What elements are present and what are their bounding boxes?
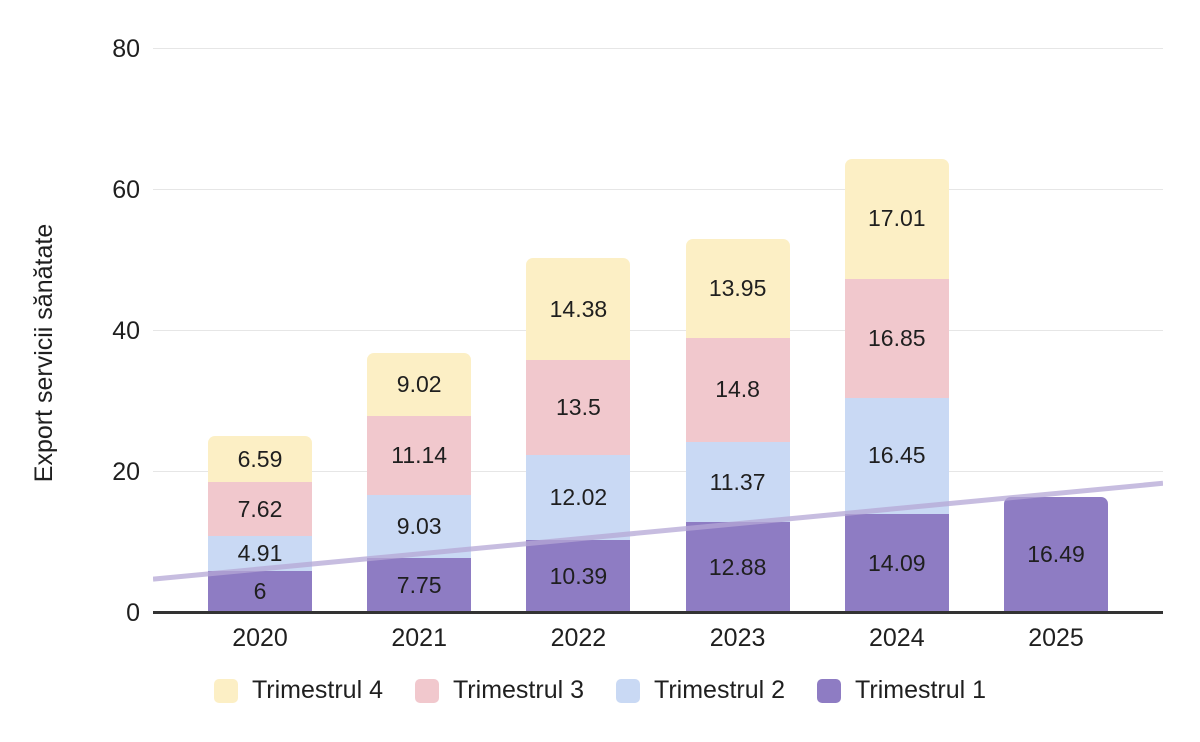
- bar-segment-2020-trimestrul-4[interactable]: 6.59: [208, 435, 312, 483]
- plot-area: 6 4.91 7.62 6.59 7.75 9.03 11.14 9.02 10.39 12.02…: [153, 48, 1163, 613]
- x-tick-2025: 2025: [1028, 624, 1084, 652]
- bar-segment-2023-trimestrul-1[interactable]: 12.88: [685, 522, 790, 613]
- bar-value-label: 4.91: [237, 539, 283, 566]
- bar-segment-2020-trimestrul-3[interactable]: 7.62: [208, 482, 312, 537]
- legend-label: Trimestrul 4: [251, 676, 383, 704]
- bar-2021: 7.75 9.03 11.14 9.02: [367, 352, 472, 613]
- bar-segment-2024-trimestrul-3[interactable]: 16.85: [844, 278, 949, 398]
- bar-value-label: 16.85: [868, 324, 926, 351]
- bar-value-label: 6.59: [237, 445, 283, 472]
- legend-swatch-icon: [414, 678, 439, 703]
- bar-value-label: 13.95: [708, 275, 767, 302]
- bar-segment-2025-trimestrul-1[interactable]: 16.49: [1004, 496, 1108, 613]
- bar-value-label: 14.8: [715, 376, 760, 403]
- legend-item-trimestrul-1: Trimestrul 1: [817, 676, 986, 705]
- legend-item-trimestrul-3: Trimestrul 3: [414, 676, 584, 705]
- bar-segment-2022-trimestrul-4[interactable]: 14.38: [526, 258, 631, 360]
- bar-segment-2024-trimestrul-4[interactable]: 17.01: [844, 159, 949, 279]
- bar-value-label: 7.62: [237, 495, 283, 522]
- y-tick-80: 80: [112, 35, 140, 63]
- bar-value-label: 6: [253, 578, 267, 605]
- y-tick-40: 40: [112, 317, 140, 345]
- x-axis-line: [153, 611, 1163, 614]
- bar-value-label: 12.88: [708, 554, 767, 581]
- bar-segment-2023-trimestrul-4[interactable]: 13.95: [685, 239, 790, 338]
- legend-swatch-icon: [817, 678, 842, 703]
- bar-2020: 6 4.91 7.62 6.59: [208, 435, 312, 613]
- gridline-80: [153, 48, 1163, 49]
- legend-item-trimestrul-2: Trimestrul 2: [616, 676, 785, 705]
- bar-segment-2022-trimestrul-3[interactable]: 13.5: [526, 359, 631, 456]
- gridline-40: [153, 330, 1163, 331]
- legend-label: Trimestrul 1: [855, 676, 987, 704]
- x-tick-2020: 2020: [232, 624, 288, 652]
- bar-value-label: 13.5: [556, 393, 601, 420]
- bar-segment-2021-trimestrul-3[interactable]: 11.14: [367, 416, 472, 495]
- bar-segment-2020-trimestrul-2[interactable]: 4.91: [208, 536, 312, 571]
- x-tick-2022: 2022: [550, 624, 607, 652]
- bar-2024: 14.09 16.45 16.85 17.01: [844, 159, 949, 613]
- bar-value-label: 10.39: [549, 562, 608, 589]
- bar-value-label: 12.02: [549, 483, 608, 510]
- y-axis-title-text: Export servicii sănătate: [30, 223, 58, 483]
- bar-value-label: 9.02: [396, 370, 442, 397]
- bar-segment-2022-trimestrul-2[interactable]: 12.02: [526, 455, 631, 540]
- legend: Trimestrul 4 Trimestrul 3 Trimestrul 2 Trim…: [0, 676, 1200, 705]
- bar-value-label: 14.38: [549, 295, 608, 322]
- bar-2025: 16.49: [1004, 496, 1108, 613]
- bar-segment-2022-trimestrul-1[interactable]: 10.39: [526, 539, 631, 613]
- gridline-60: [153, 189, 1163, 190]
- y-tick-0: 0: [126, 599, 140, 627]
- bar-value-label: 11.14: [391, 441, 448, 468]
- legend-item-trimestrul-4: Trimestrul 4: [213, 676, 383, 705]
- bar-value-label: 9.03: [396, 513, 442, 540]
- bar-value-label: 14.09: [868, 549, 926, 576]
- y-tick-60: 60: [112, 176, 140, 204]
- bar-segment-2021-trimestrul-2[interactable]: 9.03: [367, 494, 472, 559]
- bar-value-label: 11.37: [709, 468, 766, 495]
- x-tick-2023: 2023: [709, 624, 766, 652]
- x-tick-2024: 2024: [868, 624, 925, 652]
- legend-swatch-icon: [213, 678, 238, 703]
- bar-2023: 12.88 11.37 14.8 13.95: [685, 239, 790, 613]
- bar-segment-2023-trimestrul-2[interactable]: 11.37: [685, 442, 790, 523]
- y-tick-20: 20: [112, 458, 140, 486]
- legend-label: Trimestrul 3: [452, 676, 584, 704]
- bar-segment-2020-trimestrul-1[interactable]: 6: [208, 570, 312, 613]
- bar-segment-2021-trimestrul-4[interactable]: 9.02: [367, 352, 472, 417]
- x-tick-2021: 2021: [391, 624, 447, 652]
- bar-value-label: 7.75: [396, 572, 442, 599]
- bar-value-label: 16.45: [868, 442, 926, 469]
- bar-segment-2021-trimestrul-1[interactable]: 7.75: [367, 558, 472, 613]
- bar-segment-2024-trimestrul-1[interactable]: 14.09: [844, 513, 949, 613]
- legend-swatch-icon: [616, 678, 640, 703]
- bar-segment-2023-trimestrul-3[interactable]: 14.8: [685, 337, 790, 443]
- bar-segment-2024-trimestrul-2[interactable]: 16.45: [844, 397, 949, 514]
- gridline-20: [153, 471, 1163, 472]
- bar-value-label: 16.49: [1027, 541, 1085, 568]
- bar-value-label: 17.01: [868, 205, 926, 232]
- legend-label: Trimestrul 2: [654, 676, 786, 704]
- bar-2022: 10.39 12.02 13.5 14.38: [526, 258, 631, 613]
